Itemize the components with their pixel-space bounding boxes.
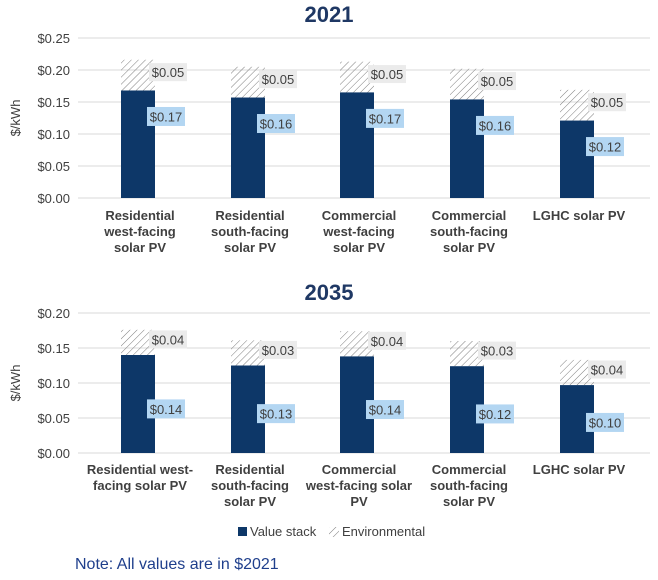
data-label-box-environmental	[149, 63, 187, 82]
data-label-environmental: $0.05	[152, 65, 185, 80]
category-label: south-facing	[211, 224, 289, 239]
category-label: solar PV	[114, 240, 166, 255]
data-label-box-value-stack	[147, 106, 185, 126]
legend-swatch-value-stack	[238, 527, 247, 536]
data-label-box-value-stack	[257, 114, 295, 134]
y-tick-label: $0.20	[37, 63, 70, 78]
data-label-box-environmental	[259, 340, 297, 359]
data-label-box-value-stack	[147, 399, 185, 419]
category-label: facing solar PV	[93, 478, 187, 493]
chart-title: 2021	[305, 2, 354, 27]
data-label-box-value-stack	[366, 108, 404, 128]
data-label-value-stack: $0.13	[260, 407, 293, 422]
data-label-environmental: $0.04	[591, 363, 624, 378]
category-label: south-facing	[430, 224, 508, 239]
category-label: LGHC solar PV	[533, 462, 626, 477]
data-label-box-value-stack	[257, 404, 295, 424]
category-label: south-facing	[211, 478, 289, 493]
data-label-box-value-stack	[586, 137, 624, 157]
y-tick-label: $0.00	[37, 191, 70, 206]
data-label-value-stack: $0.17	[369, 111, 402, 126]
y-tick-label: $0.15	[37, 95, 70, 110]
data-label-box-environmental	[478, 72, 516, 91]
data-label-box-value-stack	[476, 115, 514, 135]
category-label: Residential	[105, 208, 174, 223]
chart-2021: 2021 $/kWh $0.00 $0.05 $0.10 $0.15 $0.20 $0.25 $…	[8, 2, 650, 255]
data-label-environmental: $0.04	[152, 332, 185, 347]
data-label-box-value-stack	[586, 412, 624, 432]
y-tick-label: $0.25	[37, 31, 70, 46]
category-label: solar PV	[224, 494, 276, 509]
data-label-box-environmental	[478, 341, 516, 360]
category-label: Commercial	[322, 462, 396, 477]
data-label-value-stack: $0.16	[479, 118, 512, 133]
category-label: Commercial	[432, 208, 506, 223]
data-label-environmental: $0.03	[262, 343, 295, 358]
data-label-value-stack: $0.17	[150, 109, 183, 124]
category-label: Residential	[215, 462, 284, 477]
category-label: Residential west-	[87, 462, 193, 477]
data-label-box-environmental	[588, 93, 626, 112]
category-label: Commercial	[322, 208, 396, 223]
bar-value-stack	[450, 99, 484, 198]
category-label: LGHC solar PV	[533, 208, 626, 223]
category-label: solar PV	[333, 240, 385, 255]
y-tick-label: $0.05	[37, 159, 70, 174]
category-label: south-facing	[430, 478, 508, 493]
data-label-value-stack: $0.14	[150, 402, 183, 417]
data-label-value-stack: $0.16	[260, 117, 293, 132]
category-label: Residential	[215, 208, 284, 223]
y-axis-label: $/kWh	[8, 100, 23, 137]
data-label-value-stack: $0.12	[479, 407, 512, 422]
category-label: PV	[350, 494, 368, 509]
category-label: solar PV	[443, 240, 495, 255]
data-label-box-environmental	[368, 331, 406, 350]
legend-swatch-environmental	[329, 527, 339, 537]
bar-value-stack	[231, 97, 265, 198]
y-tick-label: $0.00	[37, 446, 70, 461]
data-label-box-environmental	[588, 360, 626, 379]
data-label-environmental: $0.05	[591, 95, 624, 110]
chart-2035: 2035 $/kWh $0.00 $0.05 $0.10 $0.15 $0.20 $0.04 $…	[8, 280, 650, 509]
data-label-environmental: $0.03	[481, 344, 514, 359]
data-label-value-stack: $0.14	[369, 403, 402, 418]
y-tick-label: $0.10	[37, 127, 70, 142]
data-label-box-environmental	[368, 65, 406, 84]
data-label-box-environmental	[149, 330, 187, 349]
legend-label-environmental: Environmental	[342, 524, 425, 539]
category-label: Commercial	[432, 462, 506, 477]
y-tick-label: $0.05	[37, 411, 70, 426]
category-label: west-facing solar	[305, 478, 412, 493]
data-label-environmental: $0.04	[371, 334, 404, 349]
bar-value-stack	[560, 120, 594, 198]
data-label-box-environmental	[259, 70, 297, 89]
note-text: Note: All values are in $2021	[75, 556, 279, 573]
legend: Value stack Environmental	[238, 524, 425, 539]
category-label: west-facing	[322, 224, 395, 239]
data-label-environmental: $0.05	[371, 67, 404, 82]
bar-value-stack	[121, 90, 155, 198]
data-label-value-stack: $0.10	[589, 415, 622, 430]
bar-value-stack	[340, 92, 374, 198]
data-label-environmental: $0.05	[262, 72, 295, 87]
chart-title: 2035	[305, 280, 354, 305]
data-label-value-stack: $0.12	[589, 140, 622, 155]
y-tick-label: $0.15	[37, 341, 70, 356]
category-label: west-facing	[103, 224, 176, 239]
y-axis-label: $/kWh	[8, 365, 23, 402]
category-label: solar PV	[443, 494, 495, 509]
data-label-environmental: $0.05	[481, 74, 514, 89]
category-label: solar PV	[224, 240, 276, 255]
y-tick-label: $0.20	[37, 306, 70, 321]
y-tick-label: $0.10	[37, 376, 70, 391]
legend-label-value-stack: Value stack	[250, 524, 317, 539]
data-label-box-value-stack	[366, 400, 404, 420]
data-label-box-value-stack	[476, 404, 514, 424]
